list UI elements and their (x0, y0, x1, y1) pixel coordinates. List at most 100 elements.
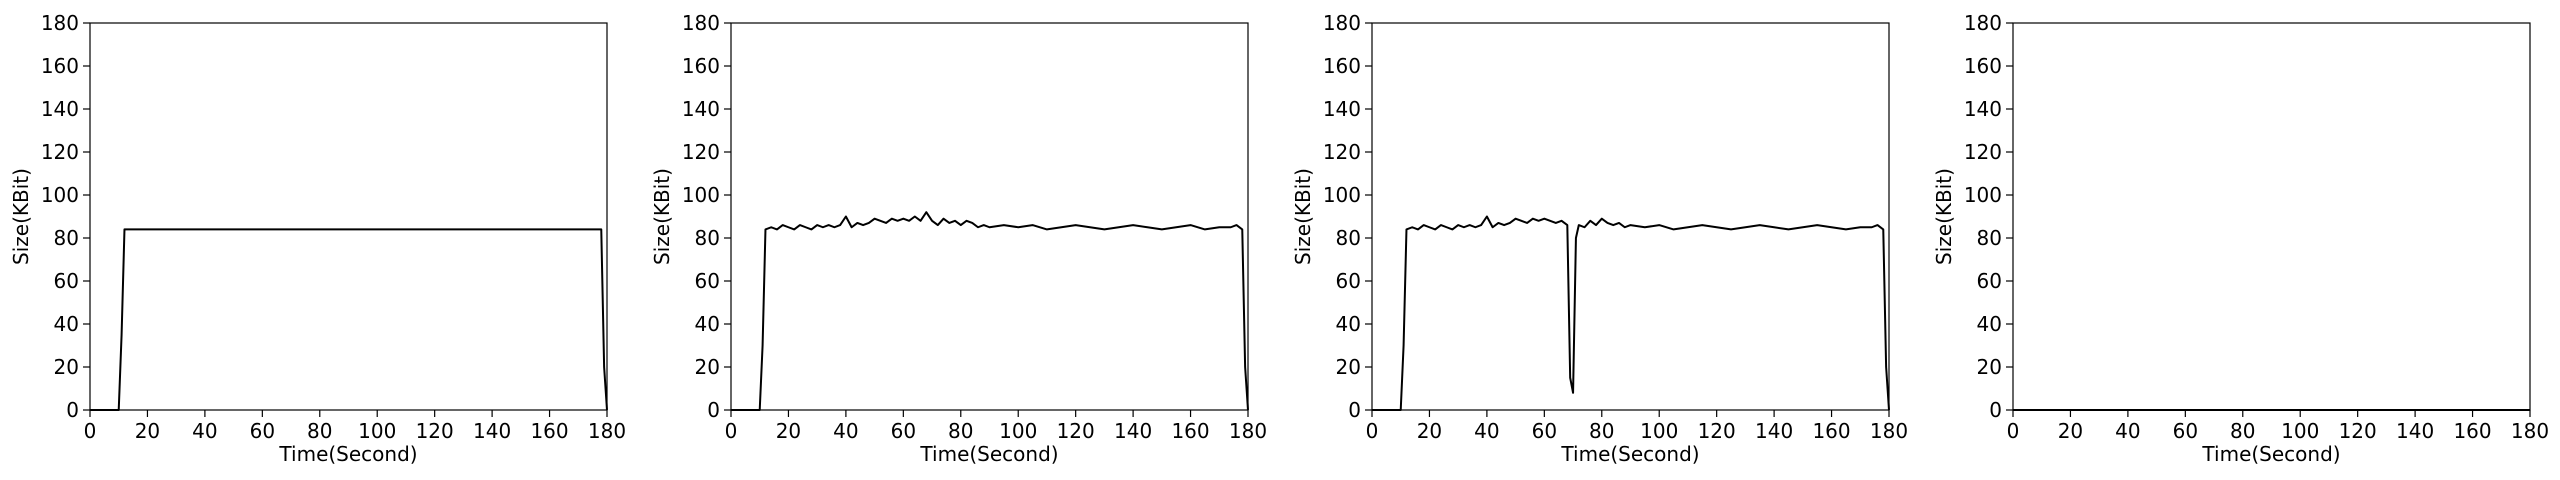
y-axis-label: Size(KBit) (650, 168, 674, 265)
x-tick-label: 80 (2230, 419, 2255, 443)
x-tick-label: 160 (530, 419, 568, 443)
x-tick-label: 100 (1640, 419, 1678, 443)
x-axis-label: Time(Second) (2201, 442, 2340, 466)
y-tick-label: 60 (54, 269, 79, 293)
y-axis-label: Size(KBit) (9, 168, 33, 265)
y-tick-label: 20 (695, 355, 720, 379)
x-tick-label: 180 (2511, 419, 2549, 443)
series-line (731, 211, 1249, 411)
x-tick-label: 40 (192, 419, 217, 443)
x-tick-label: 160 (1812, 419, 1850, 443)
y-tick-label: 120 (682, 140, 720, 164)
y-tick-label: 180 (682, 11, 720, 35)
y-tick-label: 100 (1964, 183, 2002, 207)
y-tick-label: 80 (54, 226, 79, 250)
chart-panel-1: 0 20 40 60 80 100 120 140 160 180 0 20 40 60 80 100 120 1… (9, 11, 626, 466)
x-tick-label: 60 (1532, 419, 1557, 443)
y-tick-label: 80 (1977, 226, 2002, 250)
x-tick-label: 0 (725, 419, 738, 443)
x-tick-label: 0 (84, 419, 97, 443)
y-tick-label: 140 (1964, 97, 2002, 121)
x-tick-label: 120 (1698, 419, 1736, 443)
x-tick-label: 140 (1755, 419, 1793, 443)
x-tick-label: 0 (2007, 419, 2020, 443)
y-tick-label: 180 (41, 11, 79, 35)
x-tick-label: 140 (1114, 419, 1152, 443)
x-tick-label: 60 (891, 419, 916, 443)
x-tick-label: 40 (2115, 419, 2140, 443)
y-tick-label: 0 (707, 398, 720, 422)
y-tick-label: 100 (41, 183, 79, 207)
y-axis-label: Size(KBit) (1291, 168, 1315, 265)
x-tick-label: 20 (135, 419, 160, 443)
series-line (90, 228, 608, 411)
x-axis-label: Time(Second) (278, 442, 417, 466)
chart-panel-2: 0 20 40 60 80 100 120 140 160 180 0 20 40 60 80 100 120 1… (650, 11, 1267, 466)
x-tick-label: 60 (250, 419, 275, 443)
y-tick-label: 120 (1323, 140, 1361, 164)
x-tick-label: 80 (307, 419, 332, 443)
x-tick-label: 100 (2281, 419, 2319, 443)
y-tick-label: 160 (1964, 54, 2002, 78)
chart-panel-4: 0 20 40 60 80 100 120 140 160 180 0 20 40 60 80 100 120 1… (1932, 11, 2549, 466)
y-tick-label: 20 (54, 355, 79, 379)
x-tick-label: 180 (1870, 419, 1908, 443)
plot-frame (2012, 22, 2531, 411)
y-tick-label: 180 (1323, 11, 1361, 35)
y-tick-label: 40 (54, 312, 79, 336)
plot-frame (1371, 22, 1890, 411)
y-tick-label: 140 (682, 97, 720, 121)
y-tick-label: 40 (1336, 312, 1361, 336)
y-tick-label: 20 (1336, 355, 1361, 379)
y-tick-label: 100 (682, 183, 720, 207)
y-tick-label: 20 (1977, 355, 2002, 379)
x-tick-label: 0 (1366, 419, 1379, 443)
y-tick-label: 60 (1977, 269, 2002, 293)
y-axis-label: Size(KBit) (1932, 168, 1956, 265)
y-tick-label: 40 (695, 312, 720, 336)
plot-frame (730, 22, 1249, 411)
y-tick-label: 120 (41, 140, 79, 164)
x-tick-label: 160 (2453, 419, 2491, 443)
y-tick-label: 100 (1323, 183, 1361, 207)
y-tick-label: 160 (682, 54, 720, 78)
x-axis-label: Time(Second) (919, 442, 1058, 466)
series-line (1372, 215, 1890, 411)
y-tick-label: 180 (1964, 11, 2002, 35)
x-tick-label: 100 (358, 419, 396, 443)
y-tick-label: 60 (1336, 269, 1361, 293)
x-tick-label: 20 (776, 419, 801, 443)
y-tick-label: 80 (695, 226, 720, 250)
y-tick-label: 160 (1323, 54, 1361, 78)
x-tick-label: 160 (1171, 419, 1209, 443)
y-tick-label: 120 (1964, 140, 2002, 164)
x-tick-label: 120 (416, 419, 454, 443)
x-tick-label: 80 (948, 419, 973, 443)
x-tick-label: 120 (1057, 419, 1095, 443)
plot-frame (89, 22, 608, 411)
y-tick-label: 140 (41, 97, 79, 121)
y-tick-label: 160 (41, 54, 79, 78)
x-tick-label: 20 (2058, 419, 2083, 443)
x-tick-label: 100 (999, 419, 1037, 443)
y-tick-label: 60 (695, 269, 720, 293)
x-tick-label: 60 (2173, 419, 2198, 443)
y-tick-label: 80 (1336, 226, 1361, 250)
chart-panel-3: 0 20 40 60 80 100 120 140 160 180 0 20 40 60 80 100 120 1… (1291, 11, 1908, 466)
y-tick-label: 40 (1977, 312, 2002, 336)
y-tick-label: 0 (66, 398, 79, 422)
x-tick-label: 140 (2396, 419, 2434, 443)
x-tick-label: 120 (2339, 419, 2377, 443)
x-tick-label: 20 (1417, 419, 1442, 443)
x-axis-label: Time(Second) (1560, 442, 1699, 466)
x-tick-label: 140 (473, 419, 511, 443)
x-tick-label: 180 (1229, 419, 1267, 443)
x-tick-label: 180 (588, 419, 626, 443)
y-tick-label: 0 (1348, 398, 1361, 422)
x-tick-label: 40 (1474, 419, 1499, 443)
y-tick-label: 0 (1989, 398, 2002, 422)
x-tick-label: 80 (1589, 419, 1614, 443)
x-tick-label: 40 (833, 419, 858, 443)
y-tick-label: 140 (1323, 97, 1361, 121)
